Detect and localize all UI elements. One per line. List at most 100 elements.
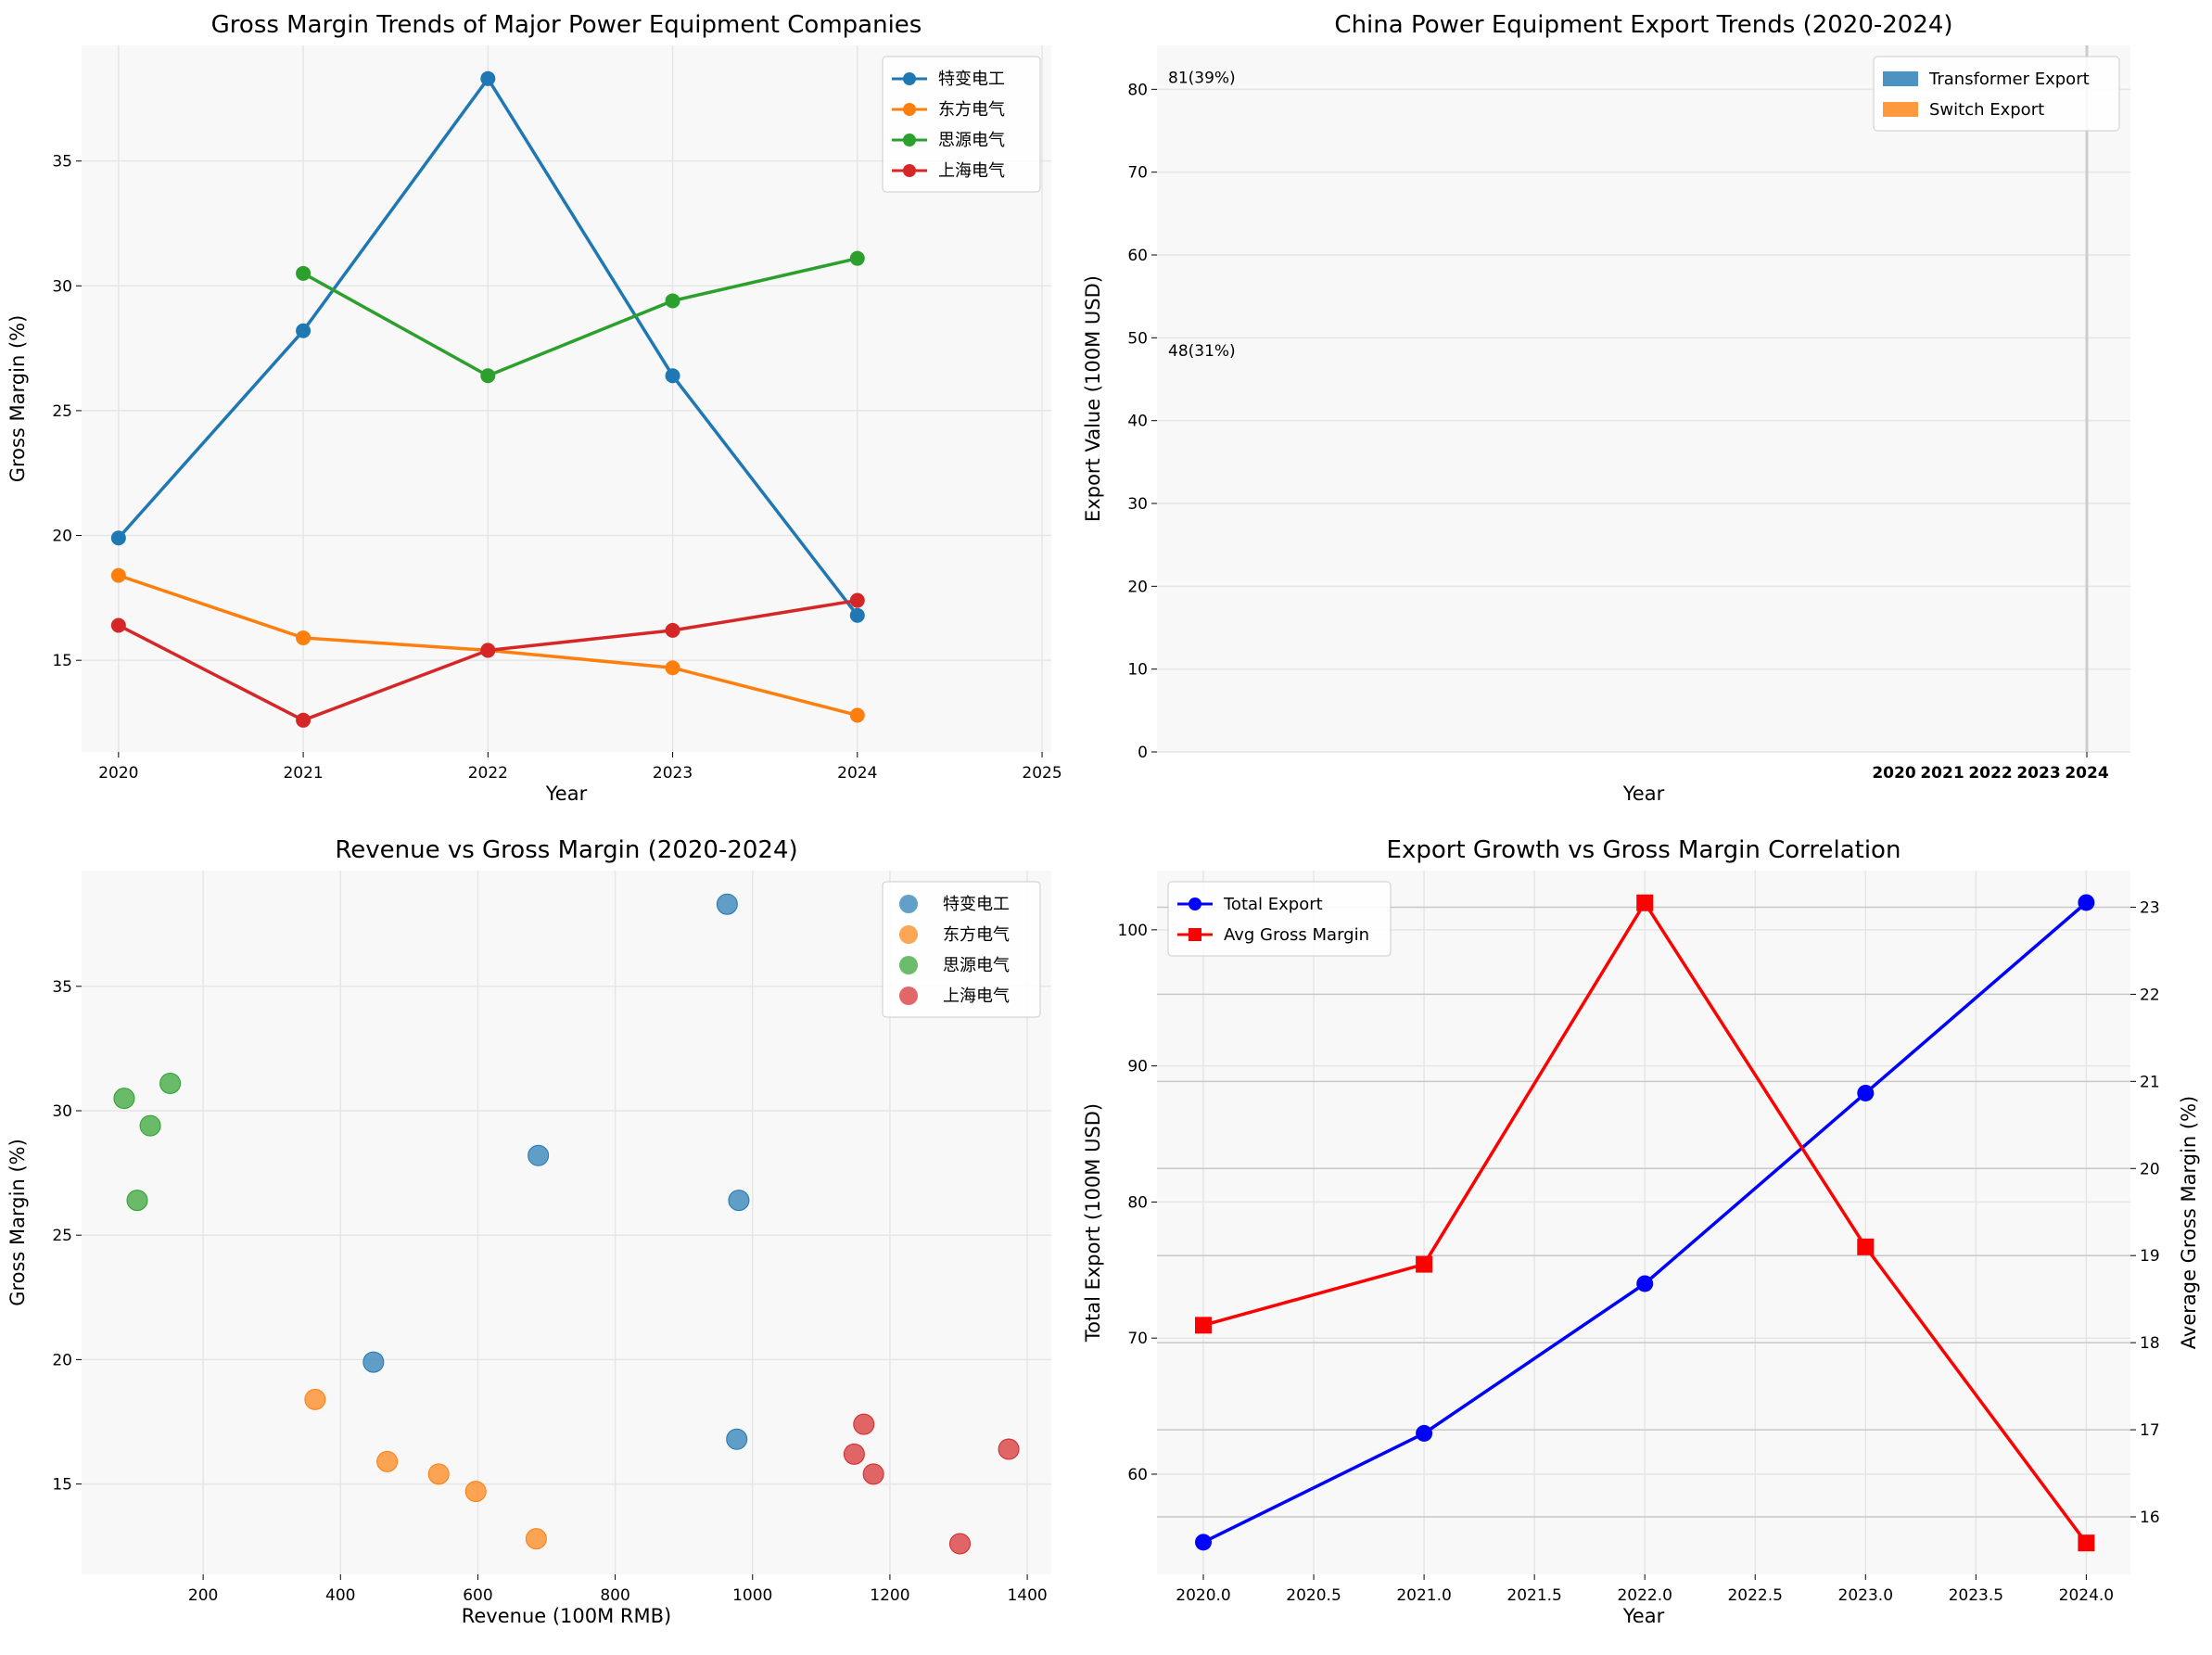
x-tick-label: 2025 xyxy=(1022,764,1062,783)
data-point xyxy=(849,607,865,623)
legend-label: 特变电工 xyxy=(938,70,1005,89)
legend-swatch xyxy=(1883,102,1918,117)
chart-title: Gross Margin Trends of Major Power Equip… xyxy=(211,11,922,39)
y-tick-label: 20 xyxy=(2140,1160,2160,1178)
y-tick-label: 20 xyxy=(52,528,72,546)
scatter-point xyxy=(126,1190,148,1212)
data-point xyxy=(849,707,865,723)
scatter-point xyxy=(843,1443,865,1465)
y-tick-label: 80 xyxy=(1127,1193,1148,1212)
x-tick-label: 2022 xyxy=(468,764,508,783)
y-tick-label: 70 xyxy=(1127,164,1148,183)
chart-revenue-vs-margin: Revenue vs Gross Margin (2020-2024) Reven… xyxy=(6,836,1051,1627)
scatter-point xyxy=(376,1450,399,1472)
y-tick-label: 30 xyxy=(52,277,72,296)
series-1 xyxy=(1195,894,2095,1552)
data-point xyxy=(1857,1084,1875,1101)
y-tick-label: 23 xyxy=(2140,898,2160,917)
y-tick-label: 15 xyxy=(52,1476,72,1495)
scatter-point xyxy=(304,1388,326,1410)
x-tick-label: 2021.5 xyxy=(1506,1586,1561,1605)
legend-item: Switch Export xyxy=(1883,100,2044,120)
legend-box xyxy=(1167,881,1392,957)
x-tick-label: 2021 xyxy=(1920,764,1964,783)
y-tick-label: 21 xyxy=(2140,1073,2160,1091)
y-tick-label: 20 xyxy=(52,1351,72,1369)
chart-title: Revenue vs Gross Margin (2020-2024) xyxy=(335,836,797,864)
series-0 xyxy=(362,893,750,1450)
x-tick-label: 2022.5 xyxy=(1727,1586,1782,1605)
legend-label: Total Export xyxy=(1223,895,1323,914)
chart-export-vs-margin: Export Growth vs Gross Margin Correlatio… xyxy=(1082,836,2200,1627)
scatter-point xyxy=(139,1114,161,1137)
data-point xyxy=(110,567,126,583)
x-tick-label: 200 xyxy=(188,1586,218,1605)
x-tick-label: 1000 xyxy=(732,1586,772,1605)
data-point xyxy=(849,592,865,608)
scatter-point xyxy=(159,1072,182,1094)
legend-box xyxy=(1873,56,2120,132)
scatter-point xyxy=(853,1413,875,1435)
y-axis-label: Gross Margin (%) xyxy=(6,315,29,483)
x-tick-label: 2024.0 xyxy=(2059,1586,2114,1605)
legend-label: 特变电工 xyxy=(943,895,1010,914)
y-tick-label: 100 xyxy=(1118,922,1148,940)
legend-marker xyxy=(903,72,916,85)
y-tick-label: 30 xyxy=(52,1102,72,1121)
data-point xyxy=(665,368,680,384)
x-axis-label: Revenue (100M RMB) xyxy=(462,1605,672,1627)
data-point xyxy=(1195,1317,1212,1334)
x-tick-label: 2021.0 xyxy=(1396,1586,1451,1605)
legend-label: 东方电气 xyxy=(938,100,1005,120)
series-1 xyxy=(304,1388,547,1550)
x-tick-label: 2021 xyxy=(283,764,323,783)
series-0 xyxy=(110,70,865,623)
data-point xyxy=(296,712,311,728)
legend-marker xyxy=(1189,928,1201,941)
bar-annotation: 48(31%) xyxy=(1168,342,1236,361)
legend-label: Transformer Export xyxy=(1928,70,2090,89)
data-point xyxy=(296,630,311,645)
legend-swatch xyxy=(1883,71,1918,86)
chart-title: China Power Equipment Export Trends (202… xyxy=(1334,11,1952,39)
legend-item: 上海电气 xyxy=(892,161,1005,181)
x-axis-label: Year xyxy=(1622,1605,1665,1627)
y-tick-label: 70 xyxy=(1127,1330,1148,1348)
chart-title: Export Growth vs Gross Margin Correlatio… xyxy=(1387,836,1901,864)
y-axis-label: Gross Margin (%) xyxy=(6,1139,29,1306)
y-tick-label: 35 xyxy=(52,978,72,997)
legend-marker xyxy=(903,164,916,177)
y-tick-label: 18 xyxy=(2140,1334,2160,1353)
data-point xyxy=(1857,1238,1875,1255)
chart-export-trends: China Power Equipment Export Trends (202… xyxy=(1082,11,2130,805)
legend-item: Transformer Export xyxy=(1883,70,2090,89)
scatter-point xyxy=(716,893,738,915)
y-tick-label: 80 xyxy=(1127,81,1148,99)
legend-item: 思源电气 xyxy=(892,131,1005,150)
y-axis-label: Export Value (100M USD) xyxy=(1082,275,1104,522)
x-tick-label: 600 xyxy=(463,1586,492,1605)
x-axis-label: Year xyxy=(545,783,588,805)
bar-annotation: 81(39%) xyxy=(1168,69,1236,87)
legend-label: 上海电气 xyxy=(938,161,1005,181)
y-tick-label: 40 xyxy=(1127,413,1148,431)
legend-label: 上海电气 xyxy=(943,987,1010,1006)
legend-marker xyxy=(899,956,918,974)
data-point xyxy=(110,530,126,546)
legend-label: Switch Export xyxy=(1929,100,2044,120)
x-tick-label: 2024 xyxy=(2065,764,2108,783)
x-tick-label: 2023.5 xyxy=(1949,1586,2003,1605)
y-tick-label: 60 xyxy=(1127,247,1148,265)
data-point xyxy=(2078,1534,2095,1552)
y-tick-label: 15 xyxy=(52,652,72,670)
x-tick-label: 400 xyxy=(325,1586,355,1605)
x-tick-label: 2020.5 xyxy=(1286,1586,1341,1605)
x-tick-label: 1200 xyxy=(870,1586,909,1605)
legend-label: 思源电气 xyxy=(943,956,1010,975)
legend-item: 东方电气 xyxy=(892,100,1005,120)
scatter-point xyxy=(948,1533,971,1555)
legend-item: 特变电工 xyxy=(892,70,1005,89)
legend-box xyxy=(882,881,1041,1018)
